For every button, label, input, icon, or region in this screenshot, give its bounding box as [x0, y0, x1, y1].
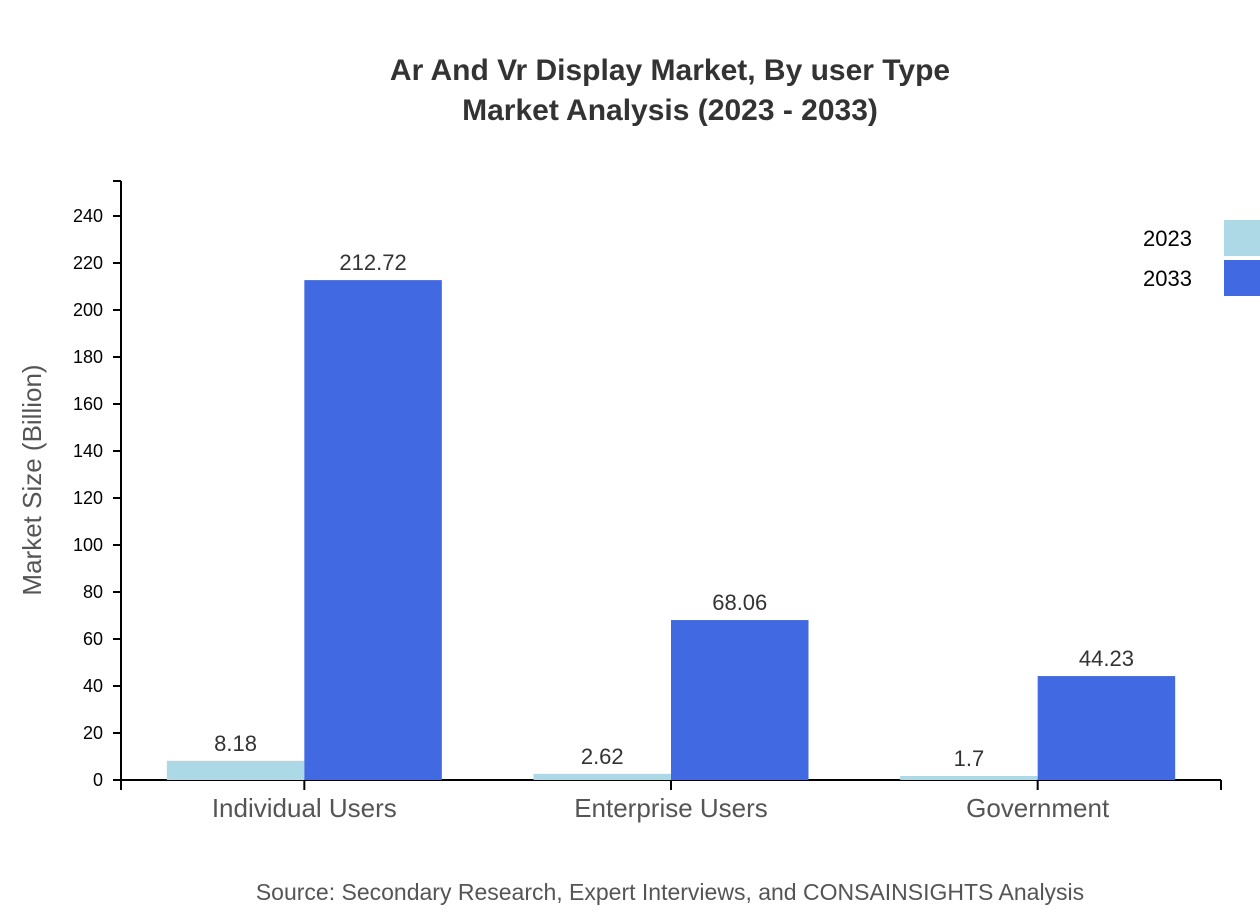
y-tick-label: 200	[73, 300, 103, 320]
legend-swatch-2033	[1224, 260, 1260, 296]
y-tick-label: 180	[73, 347, 103, 367]
y-axis-label: Market Size (Billion)	[17, 364, 47, 595]
x-tick-label: Government	[966, 793, 1110, 823]
y-tick-label: 120	[73, 488, 103, 508]
legend-swatch-2023	[1224, 220, 1260, 256]
bar-2033	[1037, 676, 1176, 780]
chart-title-line-2: Market Analysis (2023 - 2033)	[462, 94, 878, 127]
y-tick-label: 220	[73, 253, 103, 273]
source-note: Source: Secondary Research, Expert Inter…	[256, 879, 1084, 905]
data-label: 44.23	[1079, 646, 1134, 671]
y-tick-label: 40	[83, 676, 103, 696]
y-tick-label: 0	[93, 770, 103, 790]
data-label: 1.7	[954, 746, 985, 771]
legend-label-2023: 2023	[1143, 226, 1192, 251]
y-tick-label: 60	[83, 629, 103, 649]
bar-2033	[304, 280, 442, 780]
bar-2033	[671, 620, 809, 780]
bar-2023	[166, 760, 305, 780]
x-tick-label: Individual Users	[212, 793, 397, 823]
data-label: 8.18	[214, 731, 257, 756]
y-tick-label: 160	[73, 394, 103, 414]
y-tick-label: 80	[83, 582, 103, 602]
legend-label-2033: 2033	[1143, 266, 1192, 291]
data-label: 68.06	[712, 590, 767, 615]
chart-title-line-1: Ar And Vr Display Market, By user Type	[390, 54, 950, 87]
data-label: 212.72	[339, 250, 406, 275]
y-tick-label: 100	[73, 535, 103, 555]
data-label: 2.62	[581, 744, 624, 769]
bar-2023	[900, 776, 1038, 780]
bar-2023	[533, 773, 671, 780]
y-tick-label: 20	[83, 723, 103, 743]
y-tick-label: 240	[73, 206, 103, 226]
x-tick-label: Enterprise Users	[574, 793, 768, 823]
y-tick-label: 140	[73, 441, 103, 461]
